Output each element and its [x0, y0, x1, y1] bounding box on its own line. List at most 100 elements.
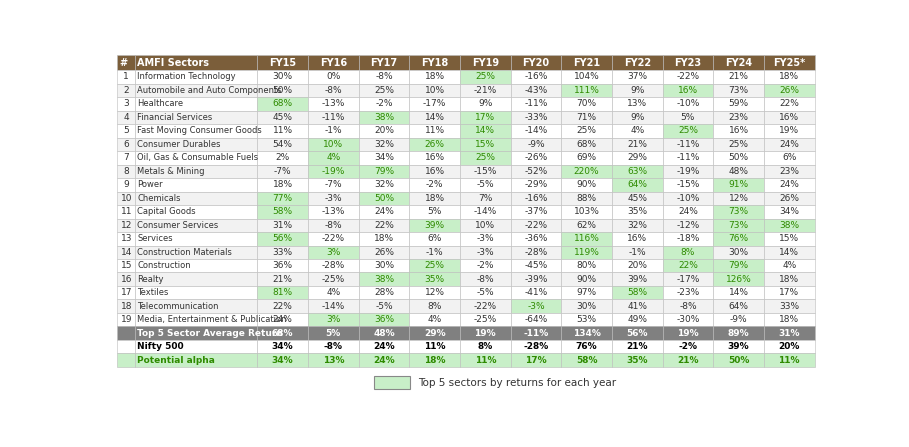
Bar — [359, 232, 409, 245]
Bar — [612, 84, 663, 97]
Text: Textiles: Textiles — [137, 288, 169, 297]
Text: 8%: 8% — [427, 302, 442, 311]
Text: 12%: 12% — [729, 194, 749, 203]
Text: 20%: 20% — [779, 342, 800, 351]
Text: 33%: 33% — [779, 302, 799, 311]
Text: 23%: 23% — [729, 113, 749, 122]
Text: 25%: 25% — [475, 72, 495, 81]
Text: 76%: 76% — [575, 342, 597, 351]
Bar — [117, 178, 135, 192]
Text: 25%: 25% — [729, 140, 749, 149]
Text: -2%: -2% — [476, 261, 494, 270]
Bar — [764, 178, 814, 192]
Text: 13%: 13% — [323, 356, 345, 365]
Text: 8%: 8% — [477, 342, 493, 351]
Bar — [308, 286, 359, 299]
Bar — [135, 70, 257, 84]
Bar — [135, 259, 257, 273]
Text: 5%: 5% — [427, 207, 442, 216]
Bar — [117, 326, 135, 340]
Bar — [511, 259, 561, 273]
Text: 53%: 53% — [576, 315, 596, 324]
Text: 30%: 30% — [728, 248, 749, 257]
Bar — [308, 354, 359, 367]
Text: 9%: 9% — [478, 100, 493, 109]
Bar — [764, 313, 814, 326]
Bar — [117, 340, 135, 354]
Bar — [257, 299, 308, 313]
Bar — [714, 219, 764, 232]
Bar — [714, 138, 764, 151]
Bar — [764, 138, 814, 151]
Text: 26%: 26% — [779, 86, 799, 95]
Bar — [409, 232, 460, 245]
Bar — [663, 299, 714, 313]
Text: -1%: -1% — [425, 248, 444, 257]
Bar — [612, 354, 663, 367]
Bar — [117, 97, 135, 111]
Text: 32%: 32% — [627, 221, 647, 230]
Text: -17%: -17% — [676, 275, 700, 284]
Text: 26%: 26% — [374, 248, 394, 257]
Bar — [135, 111, 257, 124]
Text: 34%: 34% — [779, 207, 799, 216]
Text: 126%: 126% — [725, 275, 752, 284]
Text: 10%: 10% — [475, 221, 495, 230]
Bar — [714, 354, 764, 367]
Bar — [714, 273, 764, 286]
Bar — [460, 97, 511, 111]
Text: -15%: -15% — [474, 167, 497, 176]
Text: -13%: -13% — [322, 100, 345, 109]
Text: 12: 12 — [121, 221, 132, 230]
Text: 28%: 28% — [374, 288, 394, 297]
Bar — [460, 326, 511, 340]
Bar — [663, 259, 714, 273]
Text: 19: 19 — [121, 315, 132, 324]
Text: 41%: 41% — [627, 302, 647, 311]
Bar — [359, 97, 409, 111]
Bar — [460, 192, 511, 205]
Text: 58%: 58% — [273, 207, 293, 216]
Bar — [135, 138, 257, 151]
Bar — [135, 326, 257, 340]
Text: 20%: 20% — [627, 261, 647, 270]
Bar — [663, 192, 714, 205]
Bar — [409, 55, 460, 70]
Text: -22%: -22% — [524, 221, 547, 230]
Text: 18%: 18% — [374, 234, 394, 243]
Bar — [561, 84, 612, 97]
Bar — [117, 259, 135, 273]
Text: 45%: 45% — [273, 113, 293, 122]
Text: 76%: 76% — [728, 234, 749, 243]
Bar — [612, 232, 663, 245]
Text: Metals & Mining: Metals & Mining — [137, 167, 205, 176]
Text: FY19: FY19 — [472, 58, 499, 68]
Bar — [117, 299, 135, 313]
Text: 77%: 77% — [273, 194, 293, 203]
Bar — [561, 205, 612, 219]
Text: -7%: -7% — [274, 167, 292, 176]
Text: -37%: -37% — [524, 207, 547, 216]
Bar — [511, 111, 561, 124]
Text: Potential alpha: Potential alpha — [137, 356, 215, 365]
Text: 58%: 58% — [576, 356, 597, 365]
Bar — [561, 124, 612, 138]
Bar — [359, 299, 409, 313]
Bar — [714, 151, 764, 164]
Bar — [460, 70, 511, 84]
Text: 0%: 0% — [326, 72, 341, 81]
Text: 16: 16 — [121, 275, 132, 284]
Bar — [375, 376, 409, 389]
Bar — [359, 151, 409, 164]
Bar — [511, 205, 561, 219]
Text: 50%: 50% — [273, 86, 293, 95]
Bar — [511, 164, 561, 178]
Text: 56%: 56% — [626, 329, 648, 337]
Bar — [460, 354, 511, 367]
Text: -17%: -17% — [423, 100, 446, 109]
Bar — [135, 219, 257, 232]
Bar — [561, 55, 612, 70]
Text: Power: Power — [137, 180, 163, 190]
Text: 16%: 16% — [425, 153, 445, 162]
Bar — [117, 192, 135, 205]
